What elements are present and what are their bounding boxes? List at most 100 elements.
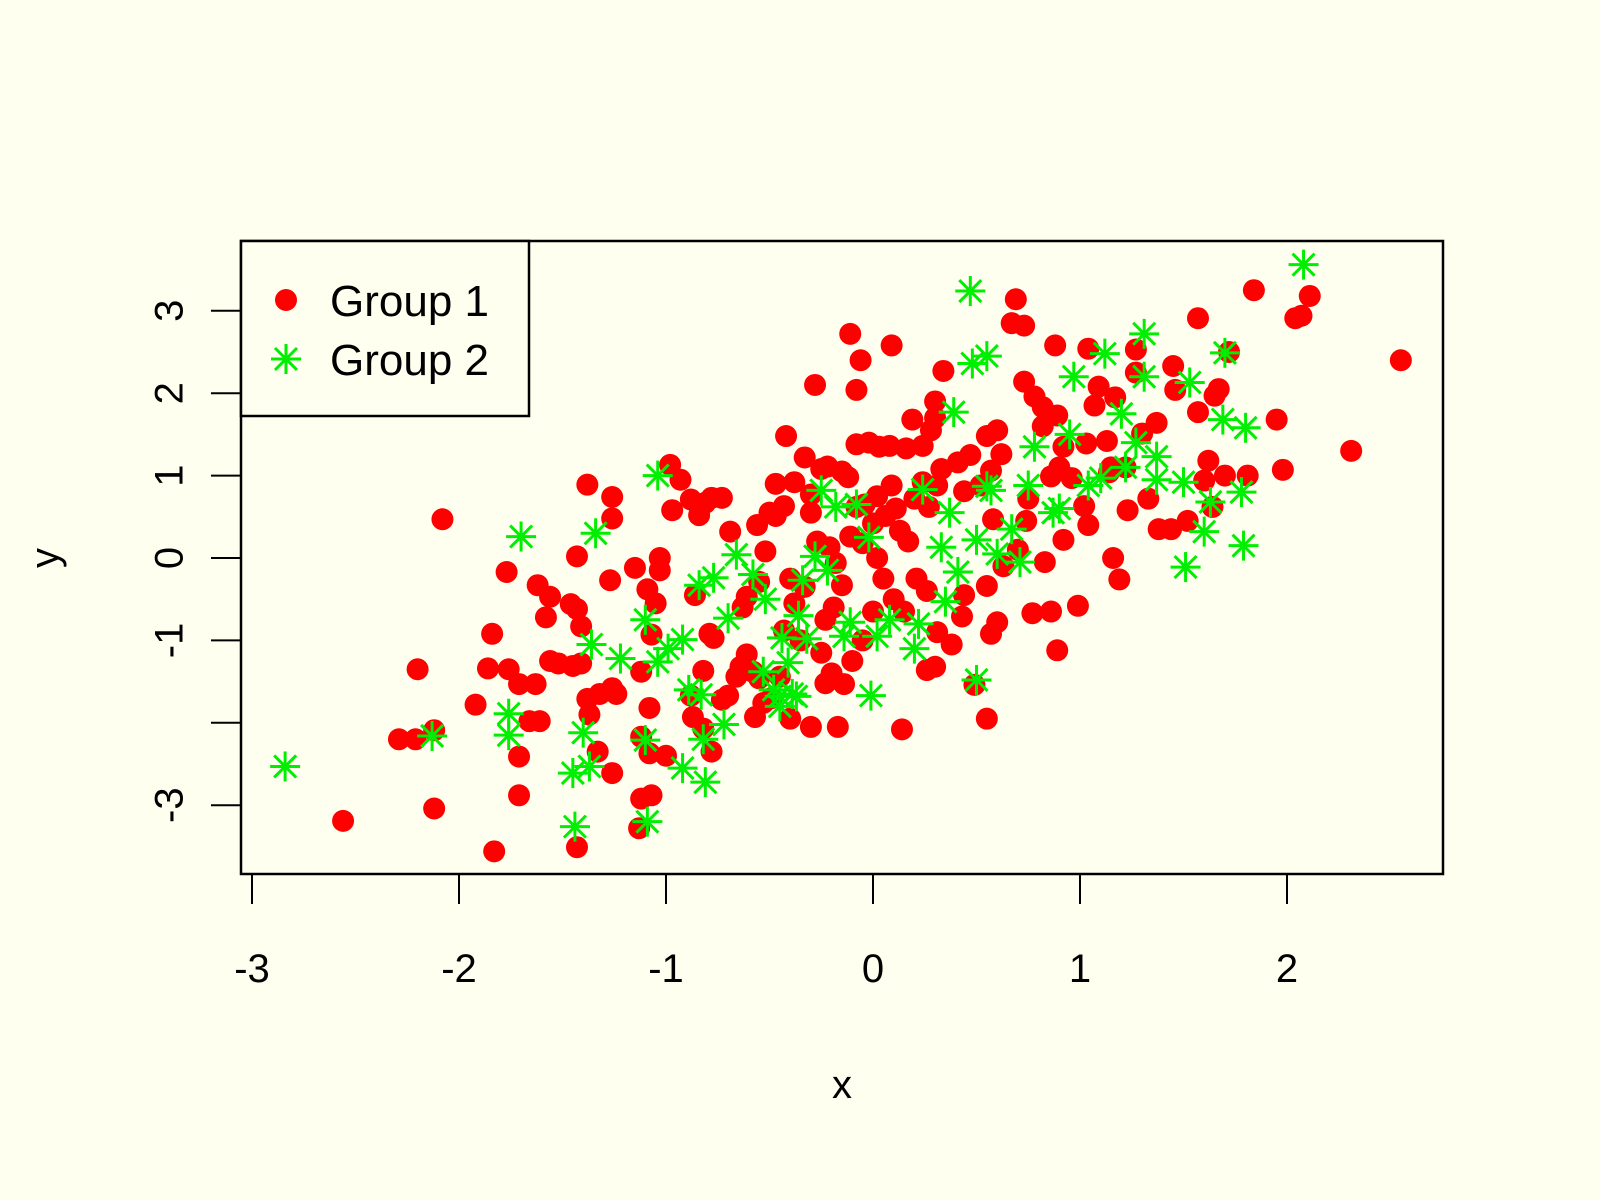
x-tick-label: 2 — [1276, 947, 1298, 991]
data-point — [669, 468, 692, 491]
data-point — [884, 497, 907, 520]
data-point — [915, 659, 938, 682]
series-2 — [270, 249, 1319, 842]
data-point — [1162, 355, 1185, 378]
y-tick-label: 1 — [148, 464, 192, 486]
data-point — [851, 629, 874, 652]
data-point-asterisk — [829, 621, 860, 652]
data-point-asterisk — [417, 720, 448, 751]
data-point — [833, 673, 856, 696]
data-point — [1298, 284, 1321, 307]
data-point — [387, 728, 410, 751]
data-point — [423, 797, 446, 820]
x-tick-label: -3 — [234, 947, 270, 991]
data-point — [764, 472, 787, 495]
data-point — [735, 643, 758, 666]
data-point — [1213, 464, 1236, 487]
data-point — [814, 672, 837, 695]
x-tick-label: -2 — [441, 947, 477, 991]
data-point — [332, 809, 355, 832]
data-point — [1290, 304, 1313, 327]
data-point-asterisk — [605, 643, 636, 674]
data-point-asterisk — [568, 717, 599, 748]
data-point-asterisk — [938, 397, 969, 428]
data-point-asterisk — [899, 633, 930, 664]
data-point — [1004, 288, 1027, 311]
x-tick-label: -1 — [648, 947, 684, 991]
data-point — [719, 520, 742, 543]
data-point — [940, 633, 963, 656]
data-point — [1124, 338, 1147, 361]
data-point-asterisk — [1207, 404, 1238, 435]
data-point — [959, 444, 982, 466]
data-point-asterisk — [975, 475, 1006, 506]
data-point — [845, 378, 868, 401]
legend-circle-icon — [275, 289, 297, 311]
data-point-asterisk — [673, 674, 704, 705]
data-point — [1060, 467, 1083, 490]
data-point-asterisk — [1013, 470, 1044, 501]
data-point-asterisk — [1226, 477, 1257, 508]
data-point-asterisk — [934, 497, 965, 528]
data-point — [1193, 469, 1216, 492]
data-point — [793, 446, 816, 469]
data-point — [783, 471, 806, 494]
y-tick-label: -3 — [148, 787, 192, 823]
data-point — [775, 425, 798, 448]
data-point — [1073, 495, 1096, 518]
data-point — [735, 585, 758, 608]
data-point — [1207, 378, 1230, 401]
data-point — [893, 600, 916, 623]
data-point — [1176, 509, 1199, 532]
data-point-asterisk — [493, 698, 524, 729]
data-point — [799, 501, 822, 524]
data-point — [1145, 411, 1168, 434]
data-point — [1083, 394, 1106, 417]
data-point-asterisk — [1168, 467, 1199, 498]
data-point-asterisk — [835, 607, 866, 638]
data-point — [570, 615, 593, 638]
data-point-asterisk — [580, 518, 611, 549]
data-point-asterisk — [926, 532, 957, 563]
data-point — [1116, 499, 1139, 522]
data-point-asterisk — [1230, 412, 1261, 443]
data-point — [862, 600, 884, 623]
data-point — [476, 657, 499, 680]
data-point — [1077, 337, 1100, 360]
data-point — [1044, 334, 1067, 357]
data-point — [508, 745, 531, 768]
data-point — [878, 434, 901, 457]
data-point-asterisk — [1085, 463, 1116, 494]
data-point-asterisk — [686, 679, 717, 710]
data-point-asterisk — [1058, 361, 1089, 392]
data-point — [630, 660, 653, 683]
data-point — [990, 443, 1013, 466]
data-point — [661, 499, 684, 522]
data-point — [880, 474, 903, 497]
data-point — [754, 540, 777, 563]
data-point-asterisk — [781, 681, 812, 712]
data-point — [872, 567, 895, 590]
data-point-asterisk — [708, 709, 739, 740]
data-point — [638, 696, 661, 719]
data-point — [1021, 602, 1044, 625]
data-point — [926, 621, 949, 644]
data-point — [1087, 375, 1110, 398]
data-point-asterisk — [690, 767, 721, 798]
data-point — [601, 486, 624, 509]
data-point-asterisk — [559, 811, 590, 842]
data-point — [1186, 401, 1209, 424]
data-point-asterisk — [996, 514, 1027, 545]
data-point-asterisk — [688, 724, 719, 755]
data-point — [1340, 439, 1363, 462]
data-point-asterisk — [841, 489, 872, 520]
data-point — [406, 658, 429, 681]
data-point — [599, 569, 622, 592]
data-point-asterisk — [737, 559, 768, 590]
data-point — [481, 622, 504, 645]
data-point — [495, 561, 518, 584]
data-point — [814, 608, 837, 631]
data-point — [655, 744, 677, 767]
legend-box — [239, 239, 531, 418]
legend: Group 1 Group 2 — [239, 239, 531, 418]
